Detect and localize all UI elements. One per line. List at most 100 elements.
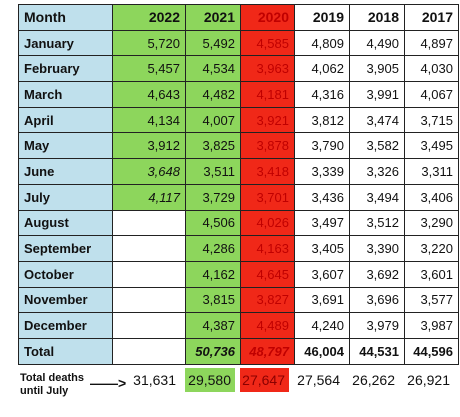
month-label: June bbox=[18, 158, 113, 185]
cell-2019: 3,790 bbox=[294, 132, 350, 160]
header-2018: 2018 bbox=[349, 4, 405, 31]
table-row: August 4,506 4,026 3,497 3,512 3,290 bbox=[18, 209, 459, 237]
cell-2022: 3,648 bbox=[112, 158, 186, 185]
cell-2021: 4,286 bbox=[185, 235, 241, 262]
cell-2022: 5,720 bbox=[112, 29, 186, 57]
cell-2021: 3,825 bbox=[185, 132, 241, 160]
cell-2022: 3,912 bbox=[112, 132, 186, 160]
cell-2020: 3,418 bbox=[240, 158, 295, 185]
month-label: December bbox=[18, 312, 113, 339]
cell-2020: 4,026 bbox=[240, 209, 295, 237]
header-month: Month bbox=[18, 4, 113, 31]
cell-2017: 3,577 bbox=[404, 286, 459, 314]
cell-2018: 3,390 bbox=[349, 235, 405, 262]
cell-2017: 3,311 bbox=[404, 158, 459, 185]
total-2021: 50,736 bbox=[185, 337, 241, 365]
cell-2019: 3,607 bbox=[294, 260, 350, 288]
cell-2018: 3,692 bbox=[349, 260, 405, 288]
cell-2018: 3,494 bbox=[349, 183, 405, 211]
month-label: January bbox=[18, 29, 113, 57]
deaths-until-july-label-line1: Total deaths bbox=[20, 372, 84, 384]
cell-2021: 4,506 bbox=[185, 209, 241, 237]
cell-2020: 3,878 bbox=[240, 132, 295, 160]
arrow-icon: ——> bbox=[90, 375, 127, 391]
table-row: April 4,134 4,007 3,921 3,812 3,474 3,715 bbox=[18, 106, 459, 134]
cell-2022: 4,117 bbox=[112, 183, 186, 211]
month-label: April bbox=[18, 106, 113, 134]
deaths-until-july-row: Total deaths until July ——> 31,631 29,58… bbox=[18, 364, 458, 414]
total-label: Total bbox=[18, 337, 113, 365]
cell-2017: 3,987 bbox=[404, 312, 459, 339]
cell-2018: 3,905 bbox=[349, 55, 405, 83]
month-label: May bbox=[18, 132, 113, 160]
table-row: November 3,815 3,827 3,691 3,696 3,577 bbox=[18, 286, 459, 314]
cell-2019: 3,497 bbox=[294, 209, 350, 237]
until-july-2017: 26,921 bbox=[407, 372, 450, 388]
cell-2020: 3,963 bbox=[240, 55, 295, 83]
table-row: July 4,117 3,729 3,701 3,436 3,494 3,406 bbox=[18, 183, 459, 211]
cell-2018: 3,696 bbox=[349, 286, 405, 314]
cell-2017: 3,601 bbox=[404, 260, 459, 288]
cell-2022 bbox=[112, 260, 186, 288]
total-2022 bbox=[112, 337, 186, 365]
cell-2020: 4,163 bbox=[240, 235, 295, 262]
until-july-2022: 31,631 bbox=[133, 372, 176, 388]
total-2019: 46,004 bbox=[294, 337, 350, 365]
cell-2017: 3,495 bbox=[404, 132, 459, 160]
monthly-deaths-table: Month 2022 2021 2020 2019 2018 2017 Janu… bbox=[18, 4, 459, 365]
until-july-2018: 26,262 bbox=[352, 372, 395, 388]
total-row: Total 50,736 48,797 46,004 44,531 44,596 bbox=[18, 337, 459, 365]
cell-2022 bbox=[112, 286, 186, 314]
cell-2021: 4,007 bbox=[185, 106, 241, 134]
cell-2020: 4,489 bbox=[240, 312, 295, 339]
cell-2021: 5,492 bbox=[185, 29, 241, 57]
cell-2022: 4,643 bbox=[112, 81, 186, 108]
table-row: October 4,162 4,645 3,607 3,692 3,601 bbox=[18, 260, 459, 288]
month-label: November bbox=[18, 286, 113, 314]
cell-2019: 3,405 bbox=[294, 235, 350, 262]
cell-2020: 3,701 bbox=[240, 183, 295, 211]
cell-2018: 3,582 bbox=[349, 132, 405, 160]
table-row: January 5,720 5,492 4,585 4,809 4,490 4,897 bbox=[18, 29, 459, 57]
month-label: August bbox=[18, 209, 113, 237]
cell-2021: 4,387 bbox=[185, 312, 241, 339]
deaths-until-july-label: Total deaths until July bbox=[20, 372, 90, 398]
cell-2019: 3,339 bbox=[294, 158, 350, 185]
cell-2019: 3,691 bbox=[294, 286, 350, 314]
cell-2020: 4,645 bbox=[240, 260, 295, 288]
cell-2021: 3,815 bbox=[185, 286, 241, 314]
cell-2021: 4,162 bbox=[185, 260, 241, 288]
table-row: June 3,648 3,511 3,418 3,339 3,326 3,311 bbox=[18, 158, 459, 185]
cell-2022 bbox=[112, 312, 186, 339]
month-label: September bbox=[18, 235, 113, 262]
cell-2022 bbox=[112, 235, 186, 262]
month-label: February bbox=[18, 55, 113, 83]
until-july-2019: 27,564 bbox=[297, 372, 340, 388]
month-label: March bbox=[18, 81, 113, 108]
table-row: May 3,912 3,825 3,878 3,790 3,582 3,495 bbox=[18, 132, 459, 160]
cell-2022: 5,457 bbox=[112, 55, 186, 83]
cell-2018: 3,326 bbox=[349, 158, 405, 185]
table-row: December 4,387 4,489 4,240 3,979 3,987 bbox=[18, 312, 459, 339]
cell-2017: 3,220 bbox=[404, 235, 459, 262]
cell-2021: 3,729 bbox=[185, 183, 241, 211]
cell-2019: 3,812 bbox=[294, 106, 350, 134]
cell-2019: 4,240 bbox=[294, 312, 350, 339]
cell-2021: 4,482 bbox=[185, 81, 241, 108]
header-row: Month 2022 2021 2020 2019 2018 2017 bbox=[18, 4, 459, 31]
total-2018: 44,531 bbox=[349, 337, 405, 365]
cell-2019: 4,316 bbox=[294, 81, 350, 108]
cell-2020: 3,827 bbox=[240, 286, 295, 314]
total-2017: 44,596 bbox=[404, 337, 459, 365]
cell-2019: 4,062 bbox=[294, 55, 350, 83]
table-row: September 4,286 4,163 3,405 3,390 3,220 bbox=[18, 235, 459, 262]
cell-2019: 4,809 bbox=[294, 29, 350, 57]
total-2020: 48,797 bbox=[240, 337, 295, 365]
header-2022: 2022 bbox=[112, 4, 186, 31]
cell-2021: 3,511 bbox=[185, 158, 241, 185]
cell-2017: 3,406 bbox=[404, 183, 459, 211]
cell-2019: 3,436 bbox=[294, 183, 350, 211]
header-2017: 2017 bbox=[404, 4, 459, 31]
cell-2018: 3,474 bbox=[349, 106, 405, 134]
